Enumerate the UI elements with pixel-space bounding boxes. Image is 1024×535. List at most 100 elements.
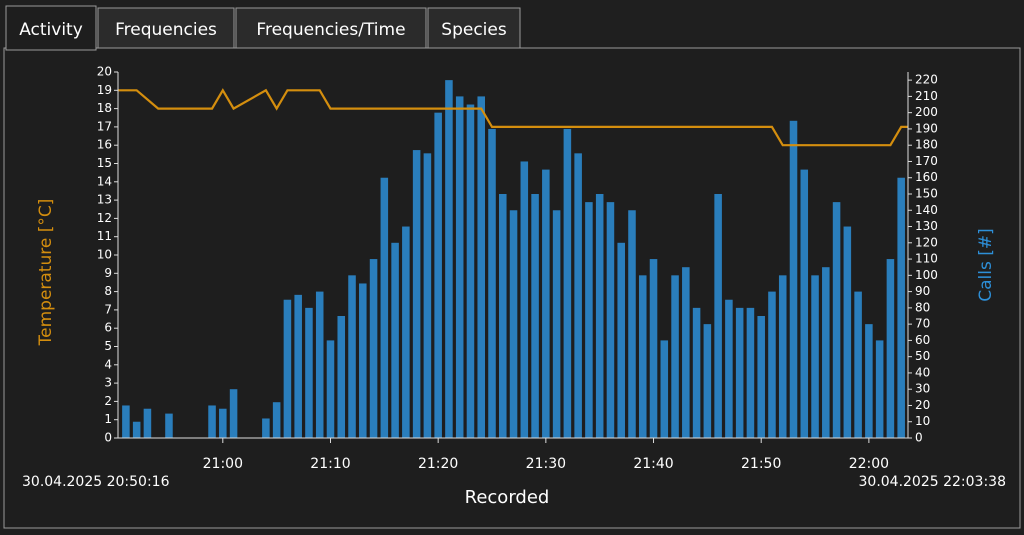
bar [488, 128, 496, 438]
bar [574, 153, 582, 439]
y2-tick-label: 40 [915, 365, 930, 379]
y2-tick-label: 80 [915, 300, 930, 314]
bar [725, 299, 733, 438]
bar [272, 402, 281, 438]
x-tick-label: 21:40 [633, 456, 673, 472]
tab-label[interactable]: Activity [19, 20, 83, 40]
bar [294, 294, 302, 438]
bar [337, 316, 346, 438]
bar [617, 242, 625, 438]
bar [865, 324, 873, 438]
tab[interactable] [5, 5, 97, 51]
y2-tick-label: 170 [915, 154, 938, 168]
y-tick-label: 4 [104, 357, 112, 371]
bar [391, 242, 399, 438]
tab[interactable] [427, 7, 521, 49]
bar [434, 112, 442, 439]
tab-label[interactable]: Species [441, 20, 507, 40]
bar [359, 283, 367, 438]
y2-tick-label: 140 [915, 203, 938, 217]
bar [789, 120, 798, 439]
bar [143, 408, 152, 438]
bar [552, 210, 561, 438]
y-tick-label: 17 [97, 119, 112, 133]
bar [746, 307, 755, 438]
tab[interactable] [235, 7, 427, 49]
bar [811, 275, 819, 438]
tab-label[interactable]: Frequencies [115, 20, 217, 40]
y-tick-label: 1 [104, 412, 112, 426]
y2-tick-label: 110 [915, 252, 938, 266]
tab-bar: Activity Frequencies Frequencies/Time Speci… [5, 5, 521, 51]
y2-tick-label: 210 [915, 89, 938, 103]
x-tick-label: 21:30 [526, 456, 566, 472]
bar [531, 194, 539, 438]
bar [229, 389, 238, 438]
bar [735, 307, 744, 438]
tab[interactable] [97, 7, 235, 49]
y2-tick-label: 70 [915, 317, 930, 331]
y-tick-label: 14 [97, 174, 112, 188]
bar [315, 291, 324, 438]
tab-label[interactable]: Frequencies/Time [256, 20, 405, 40]
y-tick-label: 3 [104, 376, 112, 390]
y-tick-label: 0 [104, 431, 112, 445]
y2-tick-label: 180 [915, 138, 938, 152]
x-tick-label: 22:00 [849, 456, 889, 472]
y2-tick-label: 200 [915, 105, 938, 119]
bar [402, 226, 410, 438]
y2-tick-label: 60 [915, 333, 930, 347]
bar [886, 259, 895, 438]
bar [649, 259, 658, 438]
bar [800, 169, 809, 438]
bar [412, 150, 421, 438]
bar [822, 267, 830, 438]
y-tick-label: 9 [104, 266, 112, 280]
bar [897, 177, 905, 438]
y-tick-label: 15 [97, 156, 112, 170]
temperature-line [118, 88, 908, 147]
y-tick-label: 13 [97, 193, 112, 207]
bar [843, 226, 852, 438]
y-tick-label: 8 [104, 284, 112, 298]
bar [585, 202, 593, 438]
y-tick-label: 16 [97, 138, 112, 152]
y2-tick-label: 130 [915, 219, 938, 233]
bar [682, 267, 690, 438]
y2-tick-label: 90 [915, 284, 930, 298]
y2-tick-label: 20 [915, 398, 930, 412]
y-tick-label: 11 [97, 229, 112, 243]
bar [348, 275, 356, 438]
bar [628, 210, 636, 438]
y-tick-label: 10 [97, 248, 112, 262]
bar [660, 340, 669, 438]
y-tick-label: 19 [97, 83, 112, 97]
y-tick-label: 20 [97, 65, 112, 79]
x-tick-label: 21:00 [203, 456, 243, 472]
y-tick-label: 18 [97, 101, 112, 115]
y-tick-label: 2 [104, 394, 112, 408]
bar [369, 259, 378, 438]
y2-tick-label: 160 [915, 170, 938, 184]
bar [122, 405, 130, 438]
bar [671, 275, 679, 438]
bar [768, 291, 776, 438]
y-tick-label: 12 [97, 211, 112, 225]
bar [499, 194, 507, 438]
x-tick-label: 21:50 [741, 456, 781, 472]
y2-tick-label: 190 [915, 121, 938, 135]
chart: 0123456789101112131415161718192001020304… [22, 65, 1006, 509]
x-end-label: 30.04.2025 22:03:38 [859, 474, 1007, 490]
bar [757, 316, 765, 438]
bar [606, 202, 615, 438]
y2-tick-label: 100 [915, 268, 938, 282]
y2-tick-label: 10 [915, 414, 930, 428]
y2-tick-label: 150 [915, 187, 938, 201]
bar [466, 104, 475, 439]
bar [714, 194, 722, 438]
x-tick-label: 21:20 [418, 456, 458, 472]
bar [219, 408, 227, 438]
y2-tick-label: 30 [915, 382, 930, 396]
bar [520, 161, 529, 438]
bar [638, 275, 647, 438]
